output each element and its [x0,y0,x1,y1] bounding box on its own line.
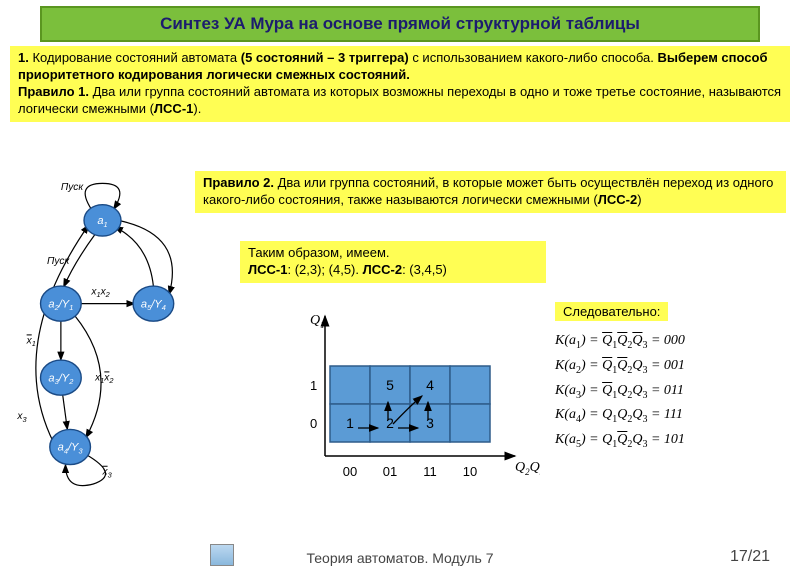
svg-text:1: 1 [310,378,317,393]
page-number: 17/21 [730,548,770,566]
svg-text:x1x2: x1x2 [90,286,109,299]
svg-text:2: 2 [386,415,394,431]
svg-text:0: 0 [310,416,317,431]
svg-text:x3: x3 [16,411,27,424]
svg-text:11: 11 [423,464,437,479]
encoding-equations: K(a1) = Q1Q2Q3 = 000K(a2) = Q1Q2Q3 = 001… [555,326,685,457]
text-box-rule2: Правило 2. Два или группа состояний, в к… [195,171,786,213]
svg-text:10: 10 [463,464,477,479]
svg-text:x1x2: x1x2 [94,372,113,385]
text-box-1: 1. Кодирование состояний автомата (5 сос… [10,46,790,122]
svg-text:1: 1 [346,415,354,431]
state-diagram: Пуск Пуск x1x2 x1 x1x2 x3 x3 a1 a2/Y1 a5… [10,171,195,501]
text-box-therefore: Следовательно: [555,302,668,321]
svg-text:Пуск: Пуск [47,256,71,267]
footer-text: Теория автоматов. Модуль 7 [0,550,800,566]
svg-text:5: 5 [386,377,394,393]
text-box-result: Таким образом, имеем. ЛСС-1: (2,3); (4,5… [240,241,546,283]
svg-text:00: 00 [343,464,357,479]
svg-text:01: 01 [383,464,397,479]
svg-text:3: 3 [426,415,434,431]
svg-text:Q2Q3: Q2Q3 [515,460,540,477]
svg-text:Пуск: Пуск [61,182,85,193]
karnaugh-map: Q1 Q2Q3 54123 1000011110 [280,306,540,496]
svg-text:x3: x3 [102,467,113,480]
svg-text:Q1: Q1 [310,313,325,330]
page-title: Синтез УА Мура на основе прямой структур… [40,6,760,42]
svg-text:4: 4 [426,377,434,393]
svg-text:x1: x1 [26,335,36,348]
